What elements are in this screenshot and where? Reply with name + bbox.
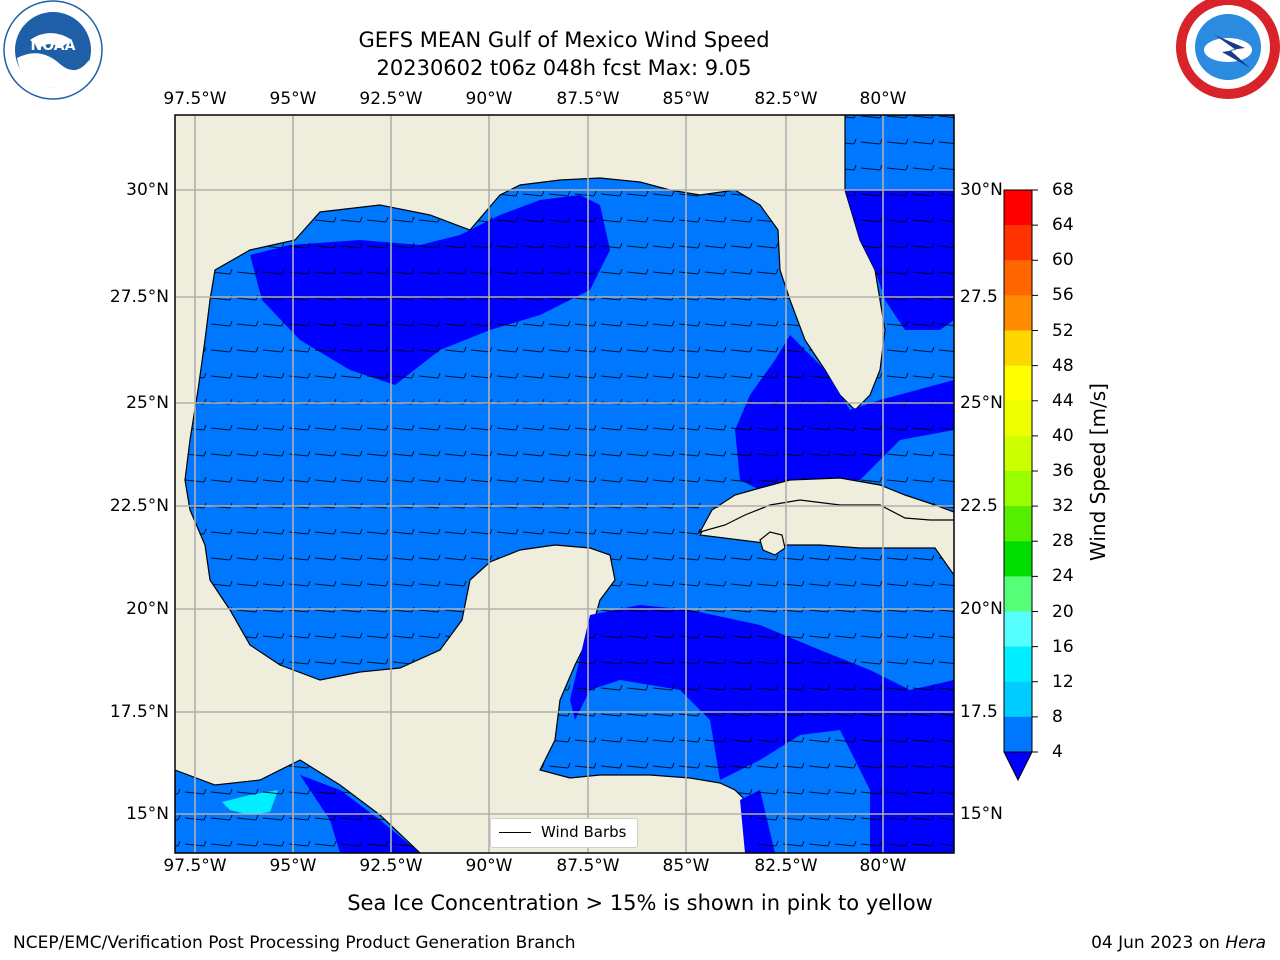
lat-tick-right: 15°N [960, 804, 1003, 824]
colorbar [1003, 189, 1038, 782]
lon-tick-bottom: 90°W [465, 856, 513, 876]
lon-tick-bottom: 92.5°W [359, 856, 423, 876]
colorbar-tick-label: 64 [1052, 215, 1074, 236]
colorbar-tick-label: 32 [1052, 496, 1074, 517]
colorbar-segment [1004, 260, 1032, 296]
colorbar-segment [1004, 225, 1032, 261]
map-legend: Wind Barbs [490, 818, 638, 848]
colorbar-segment [1004, 330, 1032, 367]
chart-title-line2: 20230602 t06z 048h fcst Max: 9.05 [376, 56, 752, 80]
colorbar-tick-label: 48 [1052, 355, 1074, 376]
colorbar-tick-label: 56 [1052, 285, 1074, 306]
lon-tick-top: 95°W [269, 89, 317, 109]
lat-tick-left: 25°N [126, 393, 169, 413]
footer-left: NCEP/EMC/Verification Post Processing Pr… [13, 933, 576, 953]
colorbar-tick-label: 4 [1052, 742, 1063, 762]
footer-machine: Hera [1225, 933, 1266, 953]
lon-tick-bottom: 95°W [269, 856, 317, 876]
legend-line-icon [499, 832, 531, 833]
noaa-logo-text: NOAA [30, 38, 76, 54]
colorbar-tick-label: 44 [1052, 390, 1074, 411]
lon-tick-bottom: 97.5°W [163, 856, 227, 876]
colorbar-segment [1004, 365, 1032, 402]
colorbar-extend-arrow [1003, 751, 1033, 782]
lat-tick-right: 17.5 [960, 702, 998, 722]
lat-tick-left: 17.5°N [109, 702, 169, 722]
lon-tick-bottom: 80°W [859, 856, 907, 876]
colorbar-segment [1004, 471, 1032, 507]
colorbar-tick-label: 8 [1052, 706, 1063, 727]
colorbar-segment [1004, 190, 1032, 226]
lat-tick-right: 30°N [960, 180, 1003, 200]
lat-tick-left: 22.5°N [109, 496, 169, 516]
colorbar-segment [1004, 435, 1032, 472]
colorbar-tick-label: 40 [1052, 425, 1074, 446]
lon-tick-top: 97.5°W [163, 89, 227, 109]
lat-tick-left: 15°N [126, 804, 169, 824]
lon-tick-top: 92.5°W [359, 89, 423, 109]
map-caption: Sea Ice Concentration > 15% is shown in … [347, 891, 933, 915]
lat-tick-left: 27.5°N [109, 287, 169, 307]
footer-date: 04 Jun 2023 on [1091, 933, 1226, 953]
lon-tick-top: 87.5°W [556, 89, 620, 109]
lon-tick-bottom: 82.5°W [754, 856, 818, 876]
chart-title-line1: GEFS MEAN Gulf of Mexico Wind Speed [358, 28, 770, 52]
colorbar-segment [1004, 400, 1032, 437]
colorbar-tick-label: 36 [1052, 461, 1074, 481]
colorbar-tick-label: 28 [1052, 531, 1074, 552]
legend-label: Wind Barbs [541, 823, 627, 841]
lat-tick-right: 22.5 [960, 496, 998, 516]
wind-barbs-pacific [175, 760, 420, 853]
nws-logo [1176, 0, 1280, 99]
colorbar-tick-label: 24 [1052, 566, 1074, 587]
lon-tick-bottom: 85°W [662, 856, 710, 876]
colorbar-tick-label: 20 [1052, 601, 1074, 622]
lon-tick-top: 90°W [465, 89, 513, 109]
lon-tick-bottom: 87.5°W [556, 856, 620, 876]
colorbar-segment [1004, 295, 1032, 331]
lat-tick-right: 27.5 [960, 287, 998, 307]
map-area [175, 115, 954, 853]
colorbar-tick-label: 12 [1052, 671, 1074, 692]
colorbar-segment [1004, 611, 1032, 648]
colorbar-segment [1004, 681, 1032, 718]
colorbar-tick-label: 68 [1052, 180, 1074, 200]
footer-right: 04 Jun 2023 on Hera [1091, 933, 1266, 953]
colorbar-tick-label: 52 [1052, 320, 1074, 341]
lon-tick-top: 85°W [662, 89, 710, 109]
colorbar-segment [1004, 716, 1032, 753]
colorbar-segment [1004, 506, 1032, 542]
map-frame [174, 114, 955, 854]
wind-barbs [185, 115, 954, 853]
lat-tick-left: 30°N [126, 180, 169, 200]
colorbar-label: Wind Speed [m/s] [1086, 383, 1110, 561]
lon-tick-top: 82.5°W [754, 89, 818, 109]
lat-tick-right: 20°N [960, 599, 1003, 619]
colorbar-segment [1004, 576, 1032, 612]
lon-tick-top: 80°W [859, 89, 907, 109]
colorbar-tick-label: 60 [1052, 250, 1074, 271]
lat-tick-left: 20°N [126, 599, 169, 619]
colorbar-segment [1004, 541, 1032, 577]
colorbar-tick-label: 16 [1052, 636, 1074, 657]
colorbar-segment [1004, 646, 1032, 683]
lat-tick-right: 25°N [960, 393, 1003, 413]
map-gridlines [175, 115, 954, 853]
noaa-logo [3, 0, 103, 100]
